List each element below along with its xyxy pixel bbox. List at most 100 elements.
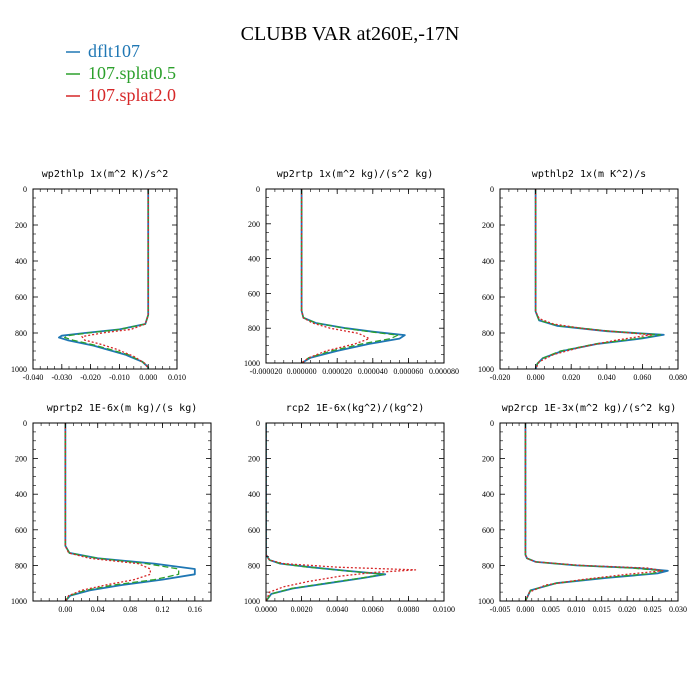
x-tick-label: 0.000000: [287, 367, 317, 376]
panel-title: wpthlp2 1x(m K^2)/s: [532, 169, 646, 180]
panel-title: rcp2 1E-6x(kg^2)/(kg^2): [286, 403, 424, 414]
x-tick-label: 0.015: [593, 605, 611, 614]
x-tick-label: 0.04: [91, 605, 105, 614]
legend-label-107-splat2-0: 107.splat2.0: [88, 85, 176, 105]
legend-label-107-splat0-5: 107.splat0.5: [88, 63, 176, 83]
x-tick-label: 0.025: [644, 605, 662, 614]
series-lines: [300, 189, 406, 363]
x-tick-label: 0.040: [598, 373, 616, 382]
y-tick-label: 800: [482, 561, 494, 570]
chart-panel-4: wprtp2 1E-6x(m kg)/(s kg) 0 200 400 600 800 10…: [11, 403, 212, 614]
y-tick-label: 400: [15, 257, 27, 266]
plot-frame: [499, 188, 679, 370]
x-tick-label: 0.0080: [397, 605, 419, 614]
axis-ticks: 0 200 400 600 800 1000-0.005 0.000 0.005 0.010 0.…: [478, 419, 687, 614]
series-line-107-splat0-5: [524, 423, 664, 601]
x-tick-label: -0.040: [23, 373, 44, 382]
chart-panel-6: wp2rcp 1E-3x(m^2 kg)/(s^2 kg) 0 200 400 600 8…: [478, 403, 687, 614]
panels-grid: wp2thlp 1x(m^2 K)/s^202004006008001000-0…: [11, 169, 687, 614]
y-tick-label: 600: [482, 293, 494, 302]
series-line-107-splat2-0: [81, 189, 149, 369]
y-tick-label: 0: [23, 419, 27, 428]
x-tick-label: 0.0020: [291, 605, 313, 614]
y-tick-label: 600: [15, 293, 27, 302]
y-tick-label: 1000: [244, 597, 260, 606]
series-line-107-splat0-5: [300, 189, 399, 363]
y-tick-label: 200: [482, 221, 494, 230]
x-tick-label: 0.005: [542, 605, 560, 614]
x-tick-label: 0.000: [527, 373, 545, 382]
panel-title: wp2rtp 1x(m^2 kg)/(s^2 kg): [277, 169, 434, 180]
plot-frame: [32, 188, 178, 370]
x-tick-label: -0.005: [490, 605, 511, 614]
x-tick-label: 0.020: [618, 605, 636, 614]
series-line-107-splat2-0: [534, 189, 652, 369]
y-tick-label: 200: [15, 221, 27, 230]
x-tick-label: -0.010: [109, 373, 130, 382]
plot-frame: [265, 188, 445, 364]
y-tick-label: 1000: [11, 597, 27, 606]
series-line-dflt107: [58, 189, 150, 369]
y-tick-label: 0: [490, 185, 494, 194]
y-tick-label: 1000: [244, 359, 260, 368]
series-lines: [58, 189, 150, 369]
x-tick-label: 0.000040: [358, 367, 388, 376]
x-tick-label: 0.010: [567, 605, 585, 614]
y-tick-label: 0: [490, 419, 494, 428]
x-tick-label: 0.020: [562, 373, 580, 382]
panel-title: wp2rcp 1E-3x(m^2 kg)/(s^2 kg): [502, 403, 677, 414]
legend-label-dflt107: dflt107: [88, 41, 140, 61]
y-tick-label: 400: [15, 490, 27, 499]
x-tick-label: 0.16: [188, 605, 202, 614]
series-line-107-splat2-0: [524, 423, 664, 601]
series-lines: [534, 189, 665, 369]
x-tick-label: 0.060: [633, 373, 651, 382]
x-tick-label: 0.0100: [433, 605, 455, 614]
series-line-dflt107: [64, 423, 196, 601]
y-tick-label: 800: [482, 329, 494, 338]
y-tick-label: 1000: [478, 597, 494, 606]
series-line-107-splat2-0: [64, 423, 151, 601]
series-line-107-splat2-0: [300, 189, 370, 363]
x-tick-label: 0.12: [155, 605, 169, 614]
chart-panel-3: wpthlp2 1x(m K^2)/s 0 200 400 600 800 1000-0.0…: [478, 169, 687, 382]
y-tick-label: 400: [482, 257, 494, 266]
y-tick-label: 0: [23, 185, 27, 194]
y-tick-label: 1000: [478, 365, 494, 374]
series-line-107-splat2-0: [266, 423, 417, 601]
x-tick-label: 0.0040: [326, 605, 348, 614]
x-tick-label: -0.000020: [250, 367, 283, 376]
series-line-dflt107: [300, 189, 406, 363]
y-tick-label: 800: [15, 561, 27, 570]
x-tick-label: 0.000020: [322, 367, 352, 376]
series-line-107-splat0-5: [266, 423, 385, 601]
series-line-107-splat0-5: [64, 423, 180, 601]
panel-title: wprtp2 1E-6x(m kg)/(s kg): [47, 403, 198, 414]
y-tick-label: 400: [482, 490, 494, 499]
panel-title: wp2thlp 1x(m^2 K)/s^2: [42, 169, 168, 180]
y-tick-label: 600: [482, 526, 494, 535]
chart-panel-5: rcp2 1E-6x(kg^2)/(kg^2) 0 200 400 600 800 1000…: [244, 403, 455, 614]
x-tick-label: -0.020: [490, 373, 511, 382]
axis-ticks: 0 200 400 600 800 1000 0.00 0.04 0.08 0.12 0.16: [11, 419, 212, 614]
y-tick-label: 600: [248, 526, 260, 535]
y-tick-label: 800: [248, 561, 260, 570]
x-tick-label: 0.080: [669, 373, 687, 382]
x-tick-label: 0.08: [123, 605, 137, 614]
y-tick-label: 400: [248, 490, 260, 499]
y-tick-label: 200: [482, 455, 494, 464]
axis-ticks: 0 200 400 600 800 1000-0.040 -0.030 -0.020 -0.01…: [11, 185, 186, 382]
x-tick-label: 0.030: [669, 605, 687, 614]
y-tick-label: 1000: [11, 365, 27, 374]
series-line-dflt107: [266, 423, 387, 601]
series-lines: [524, 423, 669, 601]
series-line-107-splat0-5: [534, 189, 661, 369]
y-tick-label: 400: [248, 255, 260, 264]
axis-ticks: 0 200 400 600 800 1000-0.000020 0.000000 0.0000…: [244, 185, 459, 376]
y-tick-label: 600: [248, 289, 260, 298]
series-lines: [64, 423, 196, 601]
figure-title: CLUBB VAR at260E,-17N: [241, 23, 460, 45]
y-tick-label: 200: [248, 455, 260, 464]
